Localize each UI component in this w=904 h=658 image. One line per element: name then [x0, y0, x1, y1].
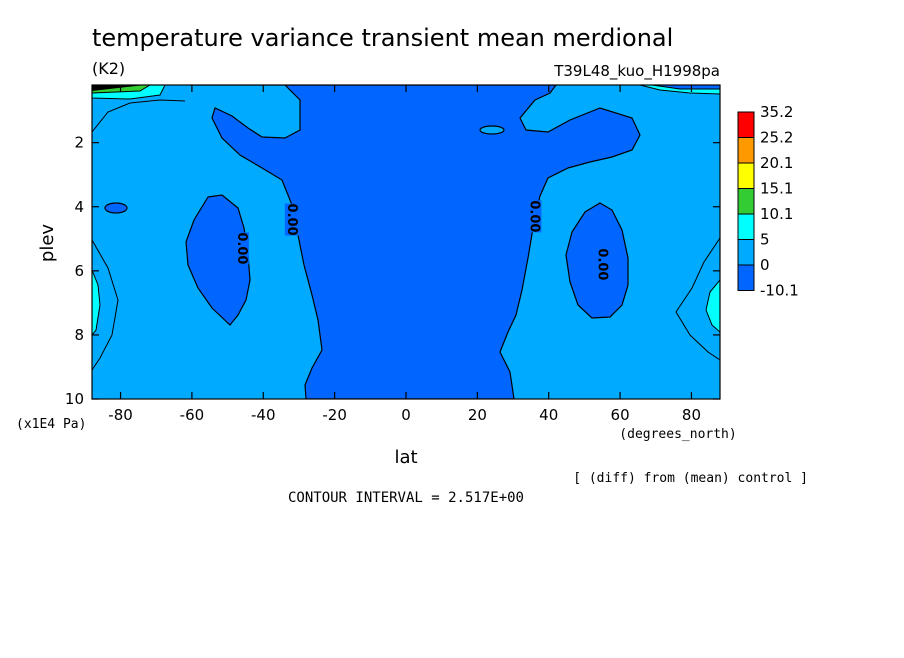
contour-label: 0.00 — [234, 232, 249, 264]
band-5-10-left-edge — [92, 269, 101, 336]
legend-level-label: 0 — [760, 256, 770, 274]
legend-swatch — [737, 264, 755, 291]
x-tick-label: -20 — [322, 406, 347, 424]
x-tick-label: 40 — [539, 406, 558, 424]
band-positive-patch-center — [479, 125, 505, 135]
band-negative-center — [190, 85, 641, 399]
contour-label-bg — [284, 203, 299, 236]
legend-level-label: 20.1 — [760, 154, 793, 172]
contour-line-left-outer — [92, 99, 186, 133]
x-tick-label: -60 — [180, 406, 205, 424]
legend-swatch — [737, 188, 755, 215]
contour-line-left-lower — [92, 239, 119, 371]
y-tick-label: 8 — [74, 326, 84, 344]
x-tick-label: 80 — [682, 406, 701, 424]
units-label: (K2) — [92, 59, 125, 78]
color-legend: 35.2 25.2 20.1 15.1 10.1 5 0 -10.1 — [737, 103, 799, 300]
legend-level-label: 35.2 — [760, 103, 793, 121]
legend-level-label: -10.1 — [760, 282, 799, 300]
legend-swatch — [737, 162, 755, 189]
legend-swatch — [737, 111, 755, 138]
contour-label-bg — [234, 232, 249, 265]
y-axis-label: plev — [37, 224, 58, 263]
y-tick-label: 10 — [65, 390, 84, 408]
diff-note: [ (diff) from (mean) control ] — [573, 471, 808, 486]
y-axis-units: (x1E4 Pa) — [16, 417, 86, 432]
y-tick-label: 6 — [74, 262, 84, 280]
contour-label: 0.00 — [526, 200, 541, 232]
contour-label: 0.00 — [284, 204, 299, 236]
legend-level-label: 25.2 — [760, 129, 793, 147]
band-top-right-negative — [651, 85, 720, 90]
x-tick-label: 60 — [611, 406, 630, 424]
run-label: T39L48_kuo_H1998pa — [553, 62, 720, 81]
legend-level-label: 10.1 — [760, 205, 793, 223]
contour-label-bg — [595, 248, 610, 281]
x-tick-label: 0 — [401, 406, 411, 424]
band-top-left-high — [92, 85, 145, 91]
legend-level-label: 5 — [760, 231, 770, 249]
x-tick-label: -40 — [251, 406, 276, 424]
x-axis: -80 -60 -40 -20 0 20 40 60 80 — [108, 85, 701, 424]
x-axis-units: (degrees_north) — [619, 427, 736, 442]
contour-label-bg — [527, 200, 542, 233]
band-negative-left — [185, 194, 251, 326]
band-negative-patch-left — [104, 202, 128, 214]
contour-label: 0.00 — [594, 248, 609, 280]
band-5-10-right-edge — [705, 279, 720, 333]
legend-level-label: 15.1 — [760, 180, 793, 198]
x-axis-label: lat — [394, 447, 417, 468]
y-axis: 2 4 6 8 10 — [65, 134, 720, 408]
x-tick-label: 20 — [468, 406, 487, 424]
contour-line-right-lower — [675, 237, 720, 361]
x-tick-label: -80 — [108, 406, 133, 424]
legend-swatch — [737, 137, 755, 164]
plot-area — [92, 85, 720, 399]
legend-swatch — [737, 213, 755, 240]
legend-swatch — [737, 239, 755, 266]
y-tick-label: 2 — [74, 134, 84, 152]
contour-labels: 0.00 0.00 0.00 0.00 — [234, 200, 610, 281]
chart-title: temperature variance transient mean merd… — [92, 24, 673, 52]
contour-interval: CONTOUR INTERVAL = 2.517E+00 — [288, 490, 524, 506]
y-tick-label: 4 — [74, 198, 84, 216]
